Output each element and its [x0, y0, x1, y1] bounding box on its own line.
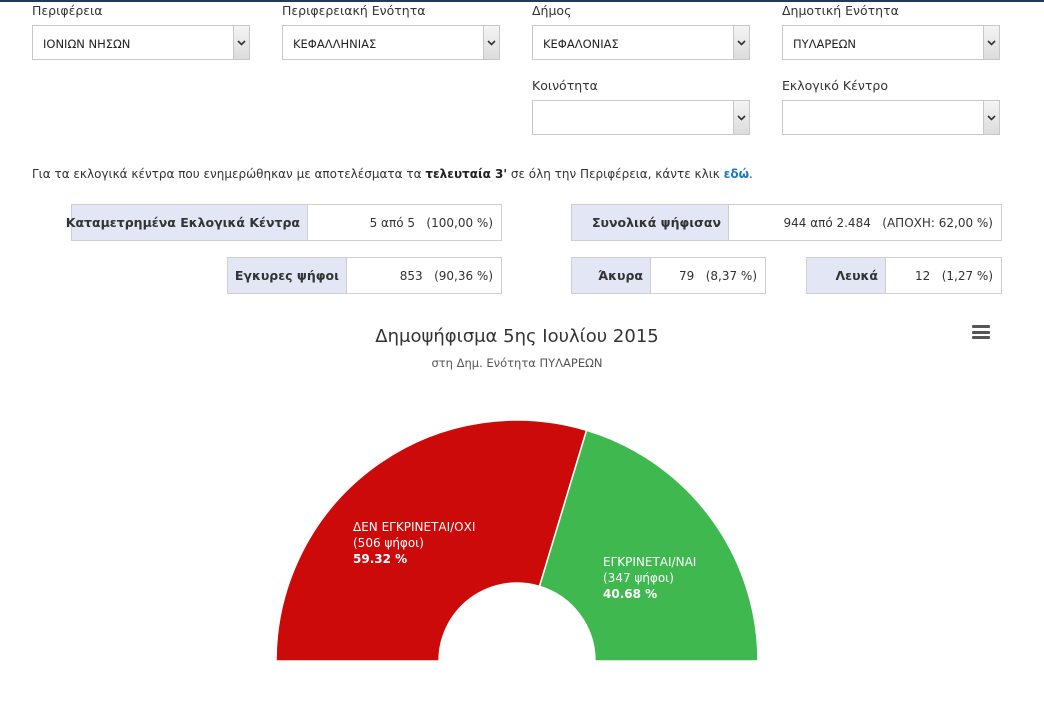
periferiaki-enotita-value: ΚΕΦΑΛΛΗΝΙΑΣ [293, 37, 377, 51]
periferiaki-enotita-label: Περιφερειακή Ενότητα [282, 3, 426, 18]
dimotiki-enotita-select[interactable]: ΠΥΛΑΡΕΩΝ [782, 25, 1000, 60]
chevron-down-icon[interactable] [733, 101, 749, 134]
stat-invalid: Άκυρα 79 (8,37 %) [571, 257, 766, 294]
chart-slice-nai[interactable] [538, 429, 759, 662]
stat-counted-value: 5 από 5 (100,00 %) [369, 215, 493, 230]
chevron-down-icon[interactable] [733, 26, 749, 59]
chart-data-label: (506 ψήφοι) [353, 536, 424, 550]
stat-valid-value: 853 (90,36 %) [399, 268, 493, 283]
stat-counted-label: Καταμετρημένα Εκλογικά Κέντρα [66, 205, 308, 240]
stat-counted: Καταμετρημένα Εκλογικά Κέντρα 5 από 5 (1… [66, 204, 502, 241]
chart-slice-oxi[interactable] [275, 419, 588, 662]
chevron-down-icon[interactable] [233, 26, 249, 59]
top-border [0, 0, 1044, 2]
chart-data-label: (347 ψήφοι) [603, 571, 674, 585]
info-text-before: Για τα εκλογικά κέντρα που ενημερώθηκαν … [32, 167, 426, 181]
eklogiko-kentro-label: Εκλογικό Κέντρο [782, 78, 888, 93]
periferia-select[interactable]: ΙΟΝΙΩΝ ΝΗΣΩΝ [32, 25, 250, 60]
stat-blank-value: 12 (1,27 %) [914, 268, 993, 283]
chart-data-label: ΔΕΝ ΕΓΚΡΙΝΕΤΑΙ/ΟΧΙ [353, 520, 475, 534]
koinotita-label: Κοινότητα [532, 78, 598, 93]
stat-invalid-label: Άκυρα [572, 258, 651, 293]
periferia-value: ΙΟΝΙΩΝ ΝΗΣΩΝ [43, 37, 131, 51]
stat-blank-label: Λευκά [807, 258, 886, 293]
info-text-bold: τελευταία 3' [425, 167, 508, 181]
info-text-after: . [749, 167, 753, 181]
stat-valid: Εγκυρες ψήφοι 853 (90,36 %) [227, 257, 502, 294]
periferia-label: Περιφέρεια [32, 3, 103, 18]
stat-blank: Λευκά 12 (1,27 %) [806, 257, 1002, 294]
dimos-value: ΚΕΦΑΛΟΝΙΑΣ [543, 37, 619, 51]
stat-voted: Συνολικά ψήφισαν 944 από 2.484 (ΑΠΟΧΗ: 6… [571, 204, 1002, 241]
info-link[interactable]: εδώ [723, 167, 749, 181]
periferiaki-enotita-select[interactable]: ΚΕΦΑΛΛΗΝΙΑΣ [282, 25, 500, 60]
chart-data-label: 59.32 % [353, 552, 407, 566]
hamburger-menu-icon[interactable] [972, 325, 990, 339]
chart-title: Δημοψήφισμα 5ης Ιουλίου 2015 [375, 326, 659, 347]
info-text-middle: σε όλη την Περιφέρεια, κάντε κλικ [507, 167, 724, 181]
dimos-select[interactable]: ΚΕΦΑΛΟΝΙΑΣ [532, 25, 750, 60]
chevron-down-icon[interactable] [483, 26, 499, 59]
dimotiki-enotita-label: Δημοτική Ενότητα [782, 3, 899, 18]
stat-voted-label: Συνολικά ψήφισαν [572, 205, 729, 240]
koinotita-select[interactable] [532, 100, 750, 135]
chart-data-label: ΕΓΚΡΙΝΕΤΑΙ/ΝΑΙ [603, 555, 696, 569]
eklogiko-kentro-select[interactable] [782, 100, 1000, 135]
stat-voted-value: 944 από 2.484 (ΑΠΟΧΗ: 62,00 %) [783, 215, 993, 230]
chart-subtitle: στη Δημ. Ενότητα ΠΥΛΑΡΕΩΝ [431, 356, 603, 370]
dimotiki-enotita-value: ΠΥΛΑΡΕΩΝ [793, 37, 856, 51]
stat-valid-label: Εγκυρες ψήφοι [228, 258, 347, 293]
info-text: Για τα εκλογικά κέντρα που ενημερώθηκαν … [32, 167, 753, 181]
dimos-label: Δήμος [532, 3, 572, 18]
chevron-down-icon[interactable] [983, 26, 999, 59]
stat-invalid-value: 79 (8,37 %) [678, 268, 757, 283]
chevron-down-icon[interactable] [983, 101, 999, 134]
chart-data-label: 40.68 % [603, 587, 657, 601]
